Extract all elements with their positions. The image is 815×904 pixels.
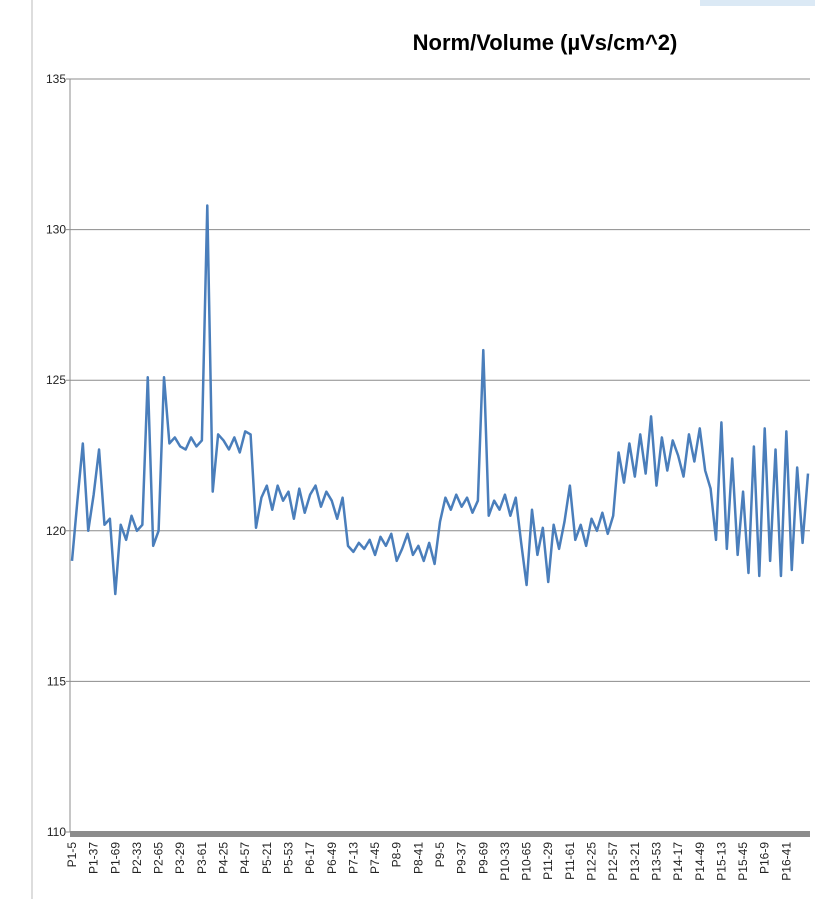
x-tick-label: P2-65 — [152, 842, 166, 874]
x-tick-label: P8-41 — [411, 842, 425, 874]
x-tick-label: P11-29 — [541, 842, 555, 880]
x-tick-label: P1-69 — [108, 842, 122, 874]
x-tick-label: P3-61 — [195, 842, 209, 874]
x-tick-label: P10-65 — [520, 842, 534, 881]
y-tick-label: 125 — [46, 373, 66, 387]
x-tick-label: P1-37 — [87, 842, 101, 874]
x-tick-label: P2-33 — [130, 842, 144, 874]
x-tick-label: P6-17 — [303, 842, 317, 874]
x-tick-label: P13-21 — [628, 842, 642, 881]
y-tick-label: 135 — [46, 72, 66, 86]
x-tick-label: P9-69 — [476, 842, 490, 874]
x-tick-label: P9-37 — [455, 842, 469, 874]
x-tick-label: P7-45 — [368, 842, 382, 874]
chart-title: Norm/Volume (µVs/cm^2) — [413, 30, 678, 55]
x-tick-label: P6-49 — [325, 842, 339, 874]
frame-accent — [700, 0, 815, 6]
y-tick-label: 120 — [46, 524, 66, 538]
x-tick-label: P16-41 — [779, 842, 793, 881]
x-tick-label: P4-25 — [217, 842, 231, 874]
x-tick-label: P15-13 — [714, 842, 728, 881]
x-tick-label: P12-25 — [585, 842, 599, 881]
x-tick-label: P10-33 — [498, 842, 512, 881]
x-tick-label: P14-17 — [671, 842, 685, 881]
x-tick-label: P11-61 — [563, 842, 577, 880]
x-tick-label: P9-5 — [433, 842, 447, 868]
x-tick-label: P3-29 — [173, 842, 187, 874]
x-tick-label: P13-53 — [649, 842, 663, 881]
x-tick-label: P16-9 — [758, 842, 772, 874]
data-line — [70, 204, 810, 596]
x-tick-label: P5-21 — [260, 842, 274, 874]
x-tick-label: P14-49 — [693, 842, 707, 881]
x-tick-label: P15-45 — [736, 842, 750, 881]
y-tick-label: 110 — [47, 825, 66, 839]
x-tick-label: P8-9 — [390, 842, 404, 868]
y-tick-label: 115 — [47, 674, 66, 688]
x-tick-label: P1-5 — [65, 842, 79, 868]
x-axis — [70, 831, 810, 837]
y-tick-label: 130 — [46, 223, 66, 237]
x-tick-label: P12-57 — [606, 842, 620, 881]
x-tick-label: P7-13 — [346, 842, 360, 874]
x-tick-label: P4-57 — [238, 842, 252, 874]
x-tick-label: P5-53 — [281, 842, 295, 874]
